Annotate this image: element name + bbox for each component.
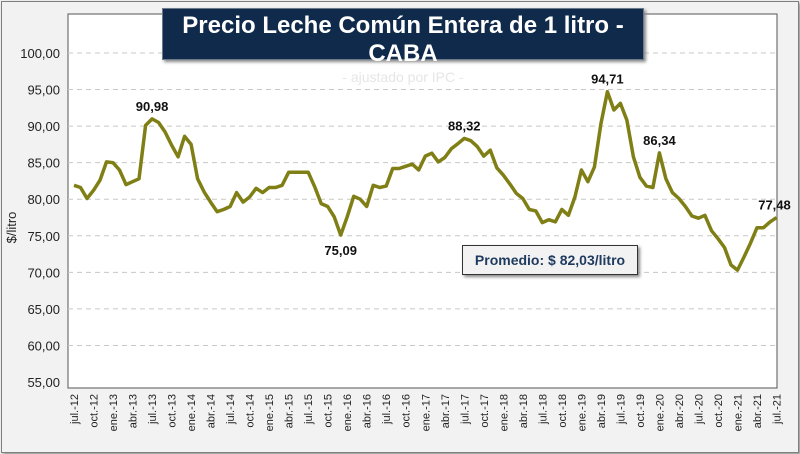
x-tick-label: abr.-17	[440, 394, 452, 428]
y-tick-label: 90,00	[27, 119, 60, 134]
x-tick-label: abr.-19	[596, 394, 608, 428]
y-tick-label: 75,00	[27, 229, 60, 244]
average-box: Promedio: $ 82,03/litro	[462, 245, 638, 275]
x-tick-label: oct.-16	[401, 394, 413, 428]
data-label: 88,32	[448, 118, 481, 133]
x-tick-label: jul.-15	[303, 394, 315, 425]
x-tick-label: oct.-18	[557, 394, 569, 428]
x-tick-label: jul.-21	[772, 394, 784, 425]
x-tick-label: ene.-13	[108, 394, 120, 431]
y-tick-label: 55,00	[27, 375, 60, 390]
data-label: 77,48	[758, 198, 791, 213]
x-tick-label: jul.-18	[537, 394, 549, 425]
x-tick-label: ene.-18	[498, 394, 510, 431]
y-tick-label: 80,00	[27, 192, 60, 207]
x-tick-label: abr.-20	[674, 394, 686, 428]
x-tick-label: ene.-17	[420, 394, 432, 431]
data-label: 86,34	[643, 133, 676, 148]
x-tick-label: abr.-18	[518, 394, 530, 428]
x-tick-label: ene.-19	[576, 394, 588, 431]
x-tick-label: jul.-12	[69, 394, 81, 425]
x-tick-label: jul.-13	[147, 394, 159, 425]
x-tick-label: oct.-17	[479, 394, 491, 428]
chart-title: Precio Leche Común Entera de 1 litro - C…	[182, 12, 624, 67]
x-tick-label: jul.-14	[225, 394, 237, 425]
y-tick-label: 60,00	[27, 338, 60, 353]
plot-area	[67, 13, 778, 389]
x-tick-label: abr.-16	[362, 394, 374, 428]
y-tick-label: 95,00	[27, 83, 60, 98]
x-tick-label: ene.-15	[264, 394, 276, 431]
x-tick-label: abr.-14	[206, 394, 218, 428]
x-tick-label: jul.-16	[381, 394, 393, 425]
data-label: 90,98	[136, 99, 169, 114]
y-tick-label: 85,00	[27, 156, 60, 171]
x-tick-label: oct.-20	[713, 394, 725, 428]
x-tick-label: oct.-15	[323, 394, 335, 428]
y-tick-label: 100,00	[20, 46, 60, 61]
chart-subtitle: - ajustado por IPC -	[342, 69, 464, 85]
y-tick-label: 65,00	[27, 302, 60, 317]
x-tick-label: ene.-14	[186, 394, 198, 431]
x-tick-label: jul.-20	[693, 394, 705, 425]
x-tick-label: jul.-17	[459, 394, 471, 425]
x-tick-label: oct.-19	[635, 394, 647, 428]
data-label: 75,09	[324, 243, 357, 258]
x-tick-label: ene.-16	[342, 394, 354, 431]
y-axis-label: $/litro	[4, 212, 19, 244]
x-tick-label: oct.-14	[245, 394, 257, 428]
x-tick-label: abr.-21	[752, 394, 764, 428]
y-tick-label: 70,00	[27, 265, 60, 280]
x-tick-label: abr.-15	[284, 394, 296, 428]
x-tick-label: ene.-20	[654, 394, 666, 431]
x-tick-label: abr.-13	[128, 394, 140, 428]
x-tick-label: jul.-19	[615, 394, 627, 425]
x-tick-label: ene.-21	[732, 394, 744, 431]
x-tick-label: oct.-12	[89, 394, 101, 428]
title-box: Precio Leche Común Entera de 1 litro - C…	[162, 8, 644, 85]
data-label: 94,71	[591, 72, 624, 87]
x-tick-label: oct.-13	[167, 394, 179, 428]
